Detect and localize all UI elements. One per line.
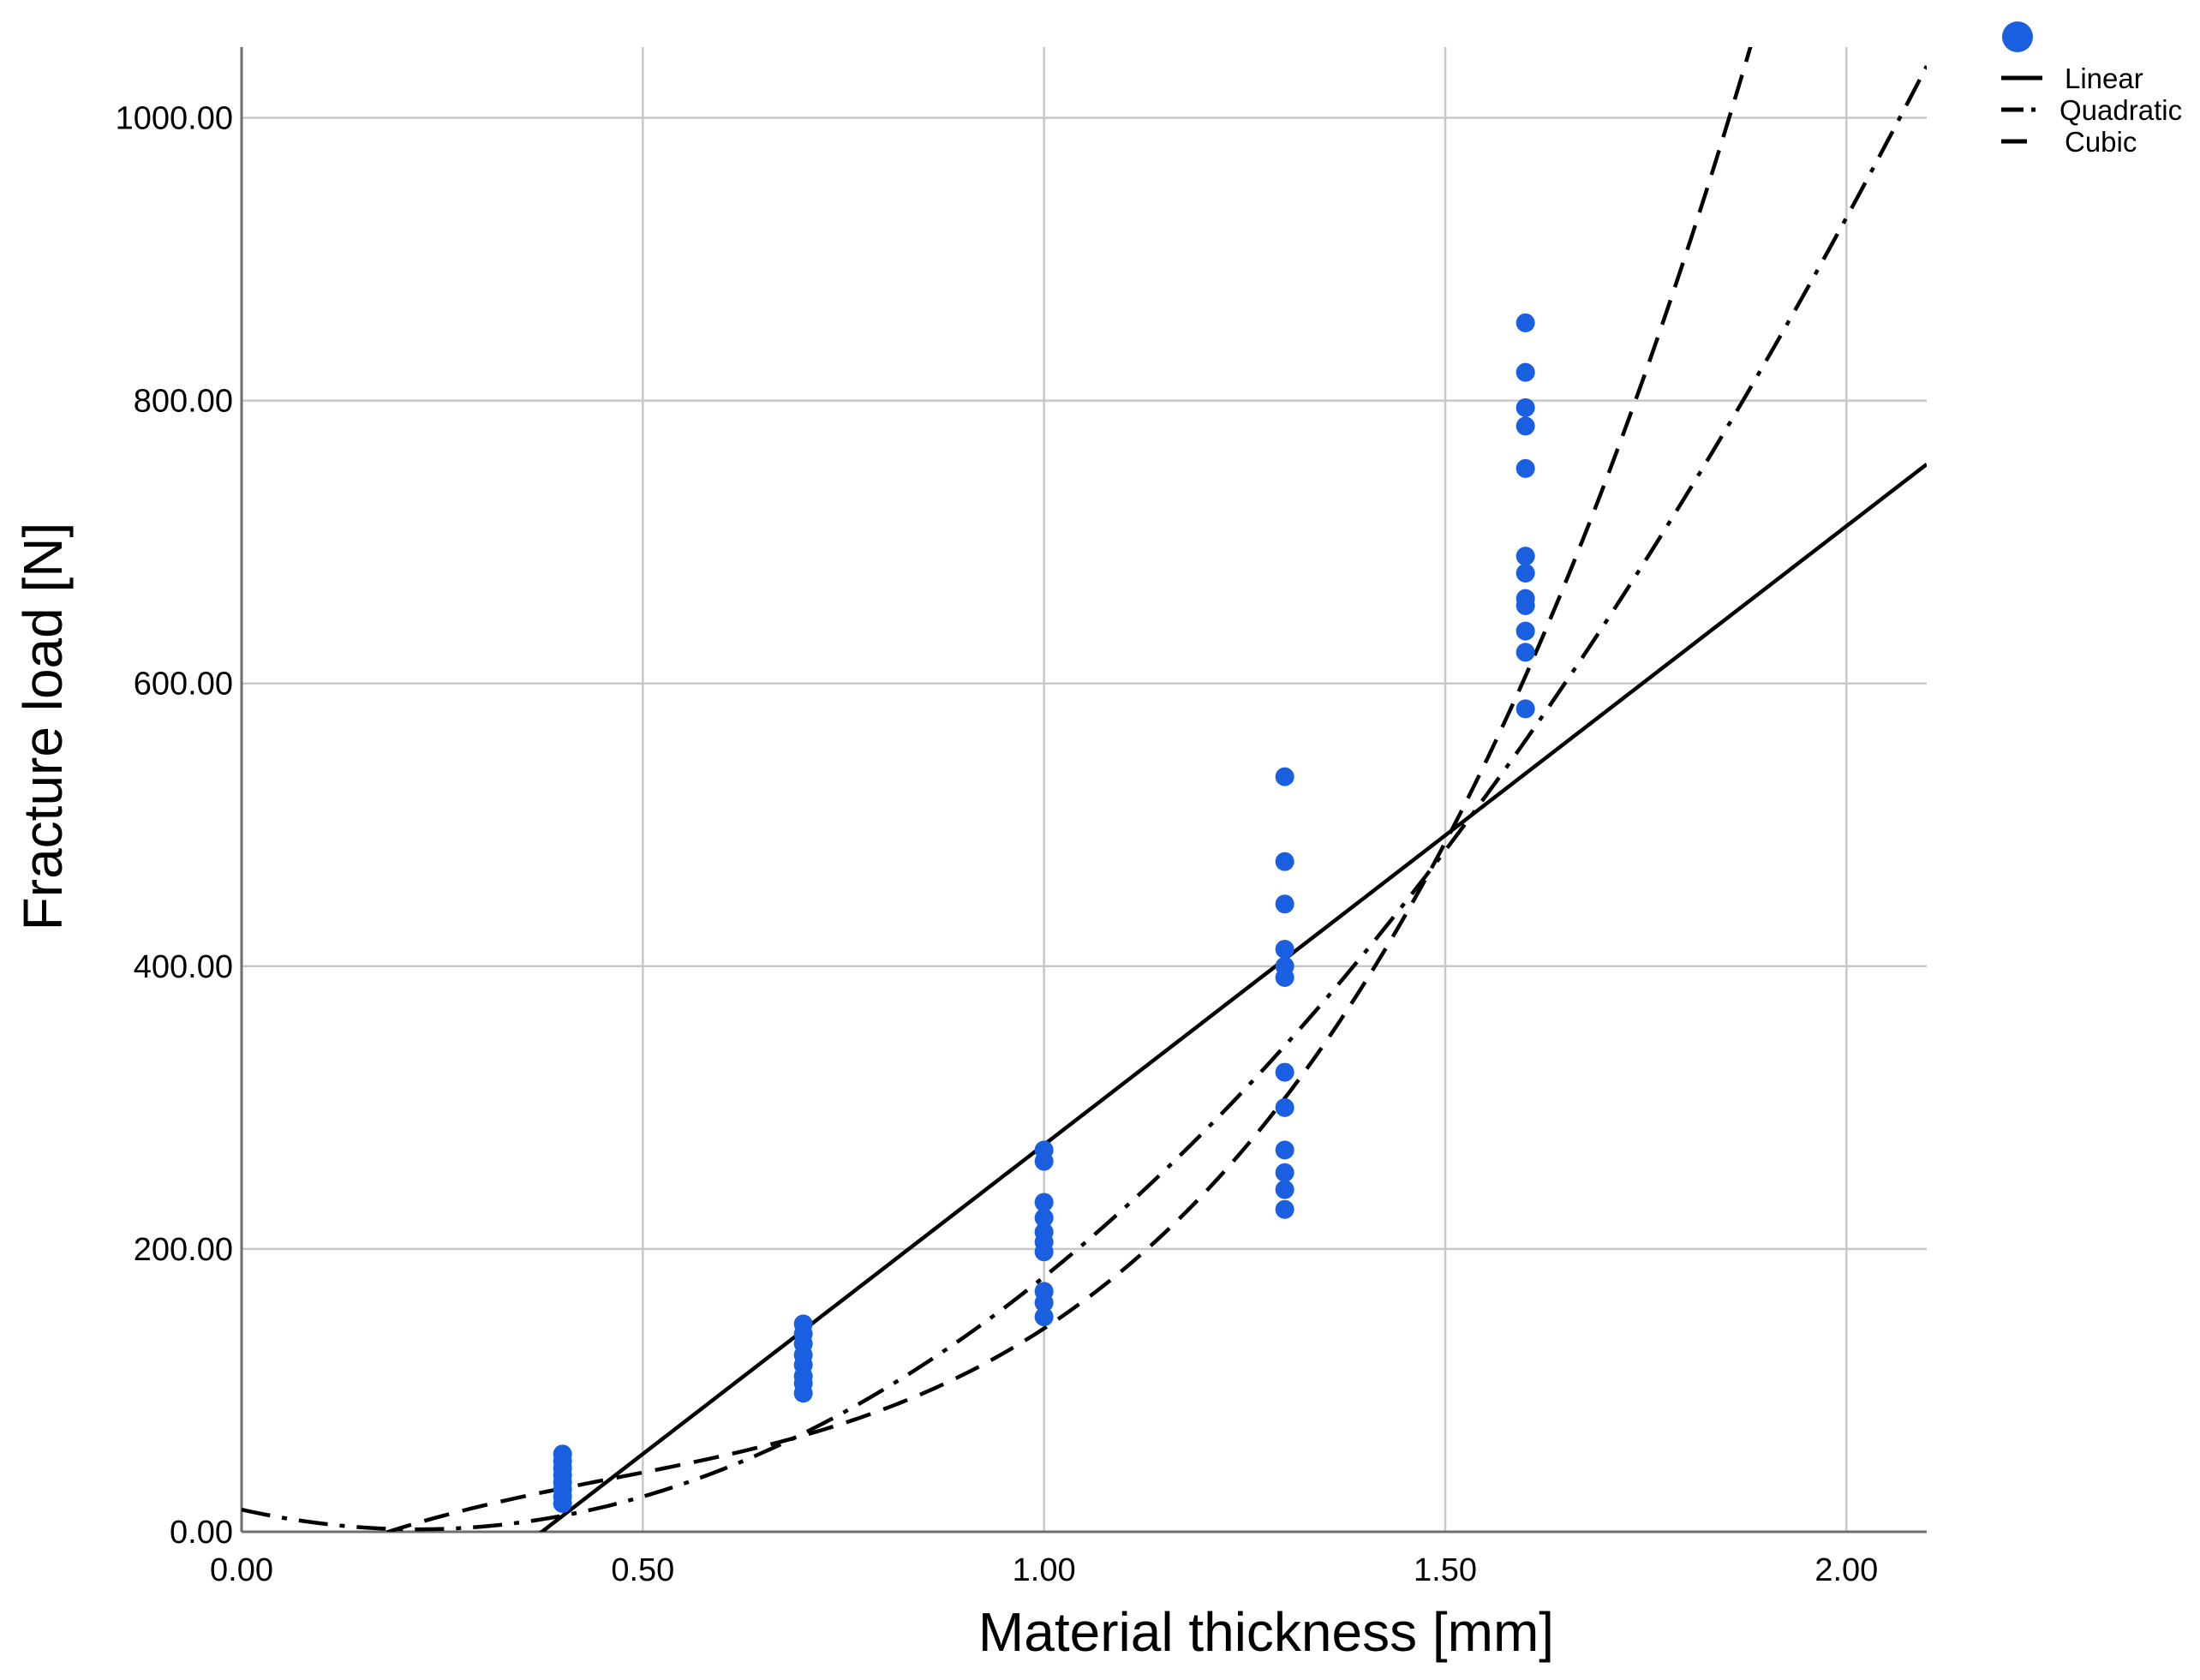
data-point bbox=[1515, 563, 1535, 583]
y-tick-label: 600.00 bbox=[134, 667, 233, 702]
tick-labels: 0.00 0.50 1.00 1.50 2.00 0.00 200.00 400.00 600.… bbox=[116, 101, 1879, 1588]
legend-label-linear: Linear bbox=[2065, 63, 2143, 94]
x-tick-label: 0.00 bbox=[210, 1552, 273, 1588]
x-tick-label: 1.50 bbox=[1414, 1552, 1477, 1588]
y-tick-label: 1000.00 bbox=[116, 101, 233, 137]
data-point bbox=[1275, 1163, 1294, 1182]
data-point bbox=[1275, 1140, 1294, 1160]
data-point bbox=[1034, 1208, 1054, 1228]
y-tick-label: 800.00 bbox=[134, 384, 233, 420]
data-point bbox=[1515, 362, 1535, 382]
data-point bbox=[1275, 968, 1294, 988]
data-point bbox=[1275, 940, 1294, 960]
data-point bbox=[1515, 313, 1535, 332]
data-point bbox=[793, 1384, 813, 1403]
data-point bbox=[1515, 398, 1535, 417]
data-point bbox=[1034, 1193, 1054, 1212]
x-tick-label: 1.00 bbox=[1013, 1552, 1076, 1588]
legend: Linear Quadratic Cubic bbox=[2001, 21, 2182, 158]
data-point bbox=[1515, 643, 1535, 662]
data-point bbox=[1275, 1180, 1294, 1199]
legend-label-cubic: Cubic bbox=[2065, 126, 2137, 158]
y-tick-label: 200.00 bbox=[134, 1232, 233, 1268]
data-point bbox=[1034, 1293, 1054, 1312]
fit-line-linear bbox=[538, 463, 1927, 1532]
data-point bbox=[1515, 547, 1535, 566]
data-point bbox=[1515, 621, 1535, 641]
x-axis-label: Material thickness [mm] bbox=[978, 1601, 1554, 1663]
data-point bbox=[1034, 1307, 1054, 1327]
data-points bbox=[553, 313, 1535, 1513]
data-point bbox=[1275, 767, 1294, 786]
legend-marker-observed bbox=[2002, 21, 2033, 52]
data-point bbox=[1034, 1151, 1054, 1171]
data-point bbox=[1275, 894, 1294, 914]
y-tick-label: 400.00 bbox=[134, 949, 233, 985]
axes bbox=[240, 47, 1927, 1534]
y-tick-label: 0.00 bbox=[170, 1515, 233, 1551]
fit-line-quadratic bbox=[242, 65, 1927, 1532]
data-point bbox=[1515, 458, 1535, 478]
y-axis-label: Fracture load [N] bbox=[12, 523, 74, 931]
legend-label-quadratic: Quadratic bbox=[2060, 94, 2182, 126]
grid bbox=[242, 47, 1927, 1532]
data-point bbox=[1275, 852, 1294, 871]
data-point bbox=[1515, 416, 1535, 436]
data-point bbox=[1275, 1097, 1294, 1117]
data-point bbox=[1275, 1199, 1294, 1219]
data-point bbox=[1034, 1242, 1054, 1262]
x-tick-label: 2.00 bbox=[1814, 1552, 1878, 1588]
fit-lines bbox=[242, 47, 1927, 1532]
data-point bbox=[1515, 699, 1535, 719]
data-point bbox=[1515, 595, 1535, 615]
data-point bbox=[553, 1493, 572, 1513]
x-tick-label: 0.50 bbox=[611, 1552, 674, 1588]
data-point bbox=[1275, 1062, 1294, 1082]
fit-line-cubic bbox=[382, 47, 1753, 1532]
